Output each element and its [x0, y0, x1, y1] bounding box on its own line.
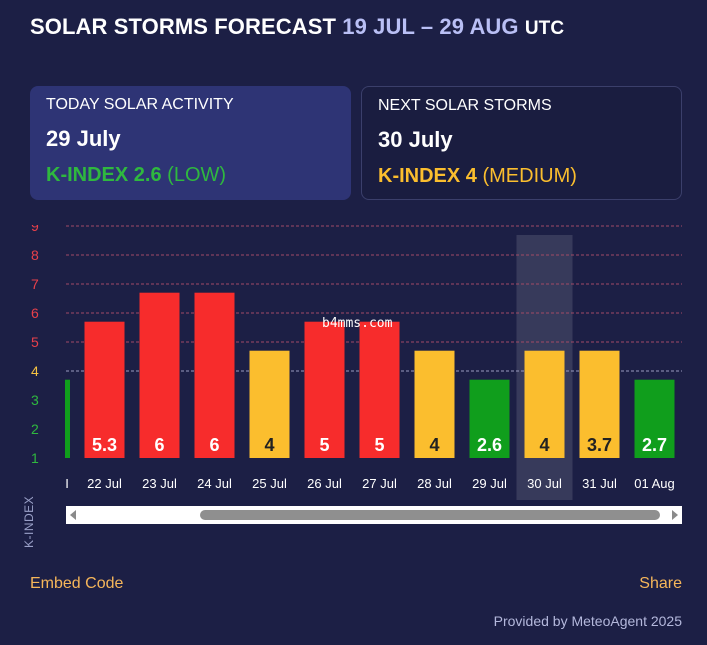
- next-kindex-value: K-INDEX 4: [378, 165, 477, 187]
- x-tick-label: 23 Jul: [142, 476, 177, 491]
- chart-scrollbar[interactable]: [66, 506, 682, 524]
- share-link[interactable]: Share: [639, 575, 682, 592]
- y-tick-label: 9: [31, 225, 39, 234]
- next-storms-card: NEXT SOLAR STORMS 30 July K-INDEX 4 (MED…: [361, 86, 682, 200]
- bar: [359, 321, 400, 458]
- bar: [139, 292, 180, 458]
- provided-by-text: Provided by MeteoAgent 2025: [493, 613, 682, 629]
- bar: [524, 350, 565, 458]
- bar: [469, 379, 510, 458]
- bar-value-label: 4: [264, 435, 274, 455]
- scroll-right-icon[interactable]: [672, 510, 678, 520]
- today-card-label: TODAY SOLAR ACTIVITY: [46, 96, 234, 113]
- bar: [194, 292, 235, 458]
- bar: [414, 350, 455, 458]
- x-tick-label: 30 Jul: [527, 476, 562, 491]
- today-kindex-value: K-INDEX 2.6: [46, 164, 162, 186]
- x-tick-label: 31 Jul: [582, 476, 617, 491]
- y-tick-label: 4: [31, 363, 39, 379]
- bar-value-label: 2.7: [642, 435, 667, 455]
- today-card-date: 29 July: [46, 126, 121, 151]
- bar-value-label: 6: [154, 435, 164, 455]
- bar: [304, 321, 345, 458]
- x-tick-label: 26 Jul: [307, 476, 342, 491]
- x-tick-label: 01 Aug: [634, 476, 675, 491]
- bar-value-label: 5: [374, 435, 384, 455]
- x-tick-label: 22 Jul: [87, 476, 122, 491]
- bar-value-label: 3.7: [587, 435, 612, 455]
- bar: [84, 321, 125, 458]
- next-card-label: NEXT SOLAR STORMS: [378, 97, 552, 114]
- embed-code-link[interactable]: Embed Code: [30, 575, 124, 592]
- y-tick-label: 1: [31, 450, 39, 466]
- scrollbar-thumb[interactable]: [200, 510, 660, 520]
- bar-value-label: 2.6: [477, 435, 502, 455]
- bar: [579, 350, 620, 458]
- y-axis-label: K-INDEX: [22, 495, 36, 548]
- today-activity-card: TODAY SOLAR ACTIVITY 29 July K-INDEX 2.6…: [30, 86, 351, 200]
- scroll-left-icon[interactable]: [70, 510, 76, 520]
- x-tick-label: 28 Jul: [417, 476, 452, 491]
- bar-value-label: 5.3: [92, 435, 117, 455]
- y-tick-label: 3: [31, 392, 39, 408]
- y-tick-label: 8: [31, 247, 39, 263]
- title-text: SOLAR STORMS FORECAST: [30, 14, 337, 39]
- x-tick-label: 25 Jul: [252, 476, 287, 491]
- bar: [249, 350, 290, 458]
- title-timezone: UTC: [524, 18, 565, 39]
- partial-bar: [65, 379, 70, 458]
- y-tick-label: 7: [31, 276, 39, 292]
- x-tick-label: I: [65, 476, 69, 491]
- page-title: SOLAR STORMS FORECAST 19 JUL – 29 AUG UT…: [30, 14, 564, 40]
- today-kindex-line: K-INDEX 2.6 (LOW): [46, 164, 335, 187]
- y-tick-label: 6: [31, 305, 39, 321]
- bar-value-label: 4: [539, 435, 549, 455]
- bar-value-label: 5: [319, 435, 329, 455]
- bar: [634, 379, 675, 458]
- x-tick-label: 24 Jul: [197, 476, 232, 491]
- today-kindex-level: (LOW): [167, 164, 227, 186]
- kindex-bar-chart: 1 2 3 4 5 6 7 8 9 I 5.3 22 Jul 6 23 Jul 6 24 Jul 4 25 Jul…: [31, 225, 682, 500]
- x-tick-label: 29 Jul: [472, 476, 507, 491]
- x-tick-label: 27 Jul: [362, 476, 397, 491]
- title-date-range: 19 JUL – 29 AUG: [342, 14, 519, 39]
- y-tick-label: 5: [31, 334, 39, 350]
- bar-value-label: 6: [209, 435, 219, 455]
- bar-value-label: 4: [429, 435, 439, 455]
- next-kindex-level: (MEDIUM): [482, 165, 577, 187]
- next-kindex-line: K-INDEX 4 (MEDIUM): [378, 165, 665, 188]
- y-tick-label: 2: [31, 421, 39, 437]
- next-card-date: 30 July: [378, 127, 453, 152]
- watermark-text: b4mms.com: [322, 316, 393, 331]
